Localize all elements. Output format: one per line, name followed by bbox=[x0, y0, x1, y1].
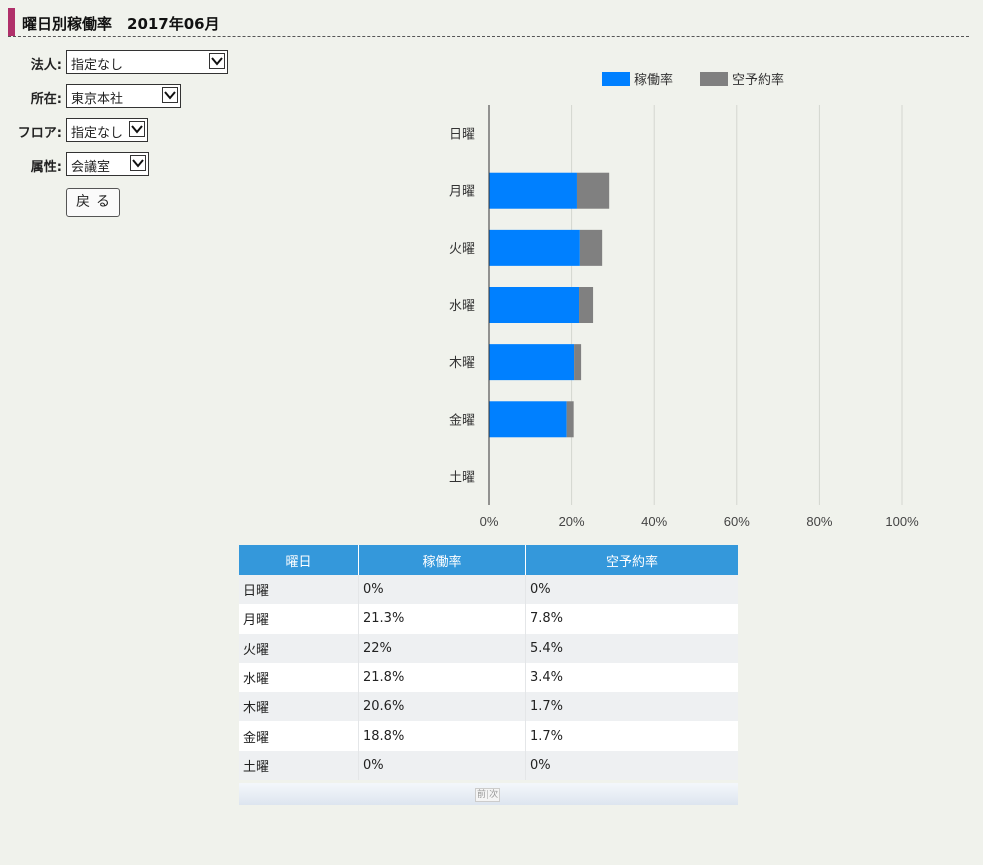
bar-empty-reservation bbox=[579, 229, 603, 266]
cell-weekday: 水曜 bbox=[239, 662, 359, 693]
cell-empty-reservation-rate: 0% bbox=[525, 575, 738, 605]
filter-label-corporation: 法人: bbox=[30, 58, 62, 73]
cell-weekday: 火曜 bbox=[239, 633, 359, 663]
cell-weekday: 土曜 bbox=[239, 750, 359, 781]
legend-swatch bbox=[602, 72, 630, 86]
legend-label: 空予約率 bbox=[732, 72, 784, 88]
bar-usage bbox=[489, 172, 577, 209]
chevron-down-icon[interactable] bbox=[209, 53, 225, 69]
chevron-down-icon[interactable] bbox=[129, 121, 145, 137]
bar-usage bbox=[489, 401, 567, 438]
filter-label-location: 所在: bbox=[30, 92, 62, 107]
x-tick-label: 100% bbox=[885, 514, 919, 529]
filter-row-location: 所在: 東京本社 bbox=[0, 84, 240, 110]
cell-empty-reservation-rate: 7.8% bbox=[525, 604, 738, 634]
cell-usage-rate: 21.8% bbox=[358, 662, 526, 693]
bar-usage bbox=[489, 287, 580, 323]
cell-usage-rate: 0% bbox=[358, 750, 526, 781]
y-tick-label: 土曜 bbox=[449, 470, 475, 485]
cell-usage-rate: 0% bbox=[358, 575, 526, 605]
x-tick-label: 20% bbox=[559, 514, 585, 529]
table-row: 木曜 20.6% 1.7% bbox=[239, 692, 738, 722]
y-tick-label: 日曜 bbox=[449, 128, 475, 143]
location-select[interactable]: 東京本社 bbox=[66, 84, 181, 108]
column-header-weekday[interactable]: 曜日 bbox=[239, 545, 359, 575]
bar-empty-reservation bbox=[579, 287, 594, 323]
cell-empty-reservation-rate: 5.4% bbox=[525, 633, 738, 663]
floor-select-value: 指定なし bbox=[71, 126, 124, 141]
cell-usage-rate: 22% bbox=[358, 633, 526, 663]
pager: 前|次 bbox=[475, 788, 501, 802]
bar-usage bbox=[489, 344, 575, 381]
cell-weekday: 木曜 bbox=[239, 692, 359, 722]
table-header-row: 曜日 稼働率 空予約率 bbox=[239, 545, 738, 575]
x-tick-label: 60% bbox=[724, 514, 750, 529]
corporation-select[interactable]: 指定なし bbox=[66, 50, 228, 74]
attribute-select-value: 会議室 bbox=[71, 160, 111, 175]
y-tick-label: 水曜 bbox=[449, 299, 475, 314]
legend-label: 稼働率 bbox=[634, 72, 673, 88]
bar-empty-reservation bbox=[566, 401, 574, 438]
x-tick-label: 40% bbox=[641, 514, 667, 529]
chevron-down-icon[interactable] bbox=[130, 155, 146, 171]
filter-row-corporation: 法人: 指定なし bbox=[0, 50, 240, 76]
cell-usage-rate: 21.3% bbox=[358, 604, 526, 634]
table-row: 水曜 21.8% 3.4% bbox=[239, 662, 738, 693]
cell-empty-reservation-rate: 1.7% bbox=[525, 692, 738, 722]
y-tick-label: 月曜 bbox=[449, 185, 475, 200]
table-row: 火曜 22% 5.4% bbox=[239, 633, 738, 663]
pager-bar: 前|次 bbox=[239, 783, 738, 805]
filter-label-attribute: 属性: bbox=[30, 160, 62, 175]
chevron-down-icon[interactable] bbox=[162, 87, 178, 103]
title-accent-bar bbox=[8, 8, 15, 36]
bar-empty-reservation bbox=[576, 172, 610, 209]
cell-weekday: 日曜 bbox=[239, 575, 359, 605]
weekday-usage-chart: 0% 20% 40% 60% 80% 100% 日曜月曜火曜水曜木曜金曜土曜 稼働率 空予約率 bbox=[420, 60, 940, 540]
table-row: 土曜 0% 0% bbox=[239, 750, 738, 781]
y-tick-label: 金曜 bbox=[449, 412, 475, 428]
y-tick-label: 火曜 bbox=[449, 242, 475, 257]
column-header-usage-rate[interactable]: 稼働率 bbox=[358, 545, 526, 575]
cell-usage-rate: 18.8% bbox=[358, 721, 526, 751]
page-title: 曜日別稼働率 2017年06月 bbox=[22, 15, 220, 33]
back-button[interactable]: 戻る bbox=[66, 188, 120, 217]
cell-usage-rate: 20.6% bbox=[358, 692, 526, 722]
location-select-value: 東京本社 bbox=[71, 92, 124, 107]
table-row: 日曜 0% 0% bbox=[239, 575, 738, 605]
prev-page-button[interactable]: 前 bbox=[477, 790, 487, 800]
table-row: 金曜 18.8% 1.7% bbox=[239, 721, 738, 751]
cell-empty-reservation-rate: 1.7% bbox=[525, 721, 738, 751]
cell-empty-reservation-rate: 3.4% bbox=[525, 662, 738, 693]
cell-empty-reservation-rate: 0% bbox=[525, 750, 738, 781]
filter-row-attribute: 属性: 会議室 bbox=[0, 152, 240, 178]
x-tick-label: 80% bbox=[806, 514, 832, 529]
filter-label-floor: フロア: bbox=[17, 126, 62, 141]
cell-weekday: 月曜 bbox=[239, 604, 359, 634]
corporation-select-value: 指定なし bbox=[71, 58, 124, 73]
filter-row-floor: フロア: 指定なし bbox=[0, 118, 240, 144]
column-header-empty-reservation-rate[interactable]: 空予約率 bbox=[525, 545, 738, 575]
bar-usage bbox=[489, 229, 580, 266]
table-row: 月曜 21.3% 7.8% bbox=[239, 604, 738, 634]
page-header: 曜日別稼働率 2017年06月 bbox=[8, 8, 969, 37]
x-tick-label: 0% bbox=[480, 514, 499, 529]
legend-swatch bbox=[700, 72, 728, 86]
bar-empty-reservation bbox=[574, 344, 582, 381]
attribute-select[interactable]: 会議室 bbox=[66, 152, 149, 176]
y-tick-label: 木曜 bbox=[449, 356, 475, 371]
next-page-button[interactable]: 次 bbox=[489, 790, 499, 800]
usage-table: 曜日 稼働率 空予約率 日曜 0% 0% 月曜 21.3% 7.8% 火曜 22% 5.4% 水曜… bbox=[239, 545, 738, 781]
cell-weekday: 金曜 bbox=[239, 721, 359, 751]
floor-select[interactable]: 指定なし bbox=[66, 118, 148, 142]
